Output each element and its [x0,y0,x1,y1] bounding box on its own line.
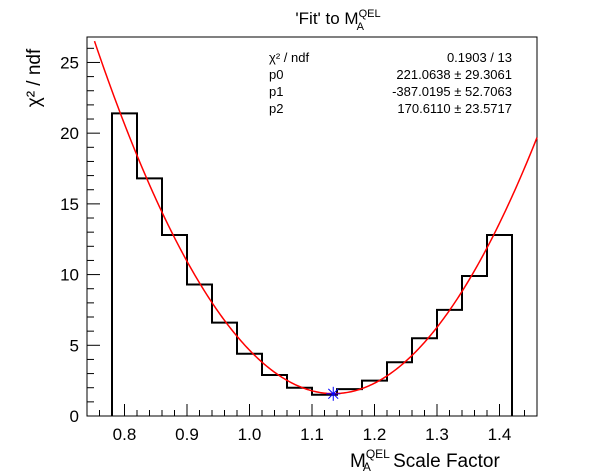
fit-curve-group [93,40,538,395]
histogram-bin [387,362,412,416]
histogram-bin [287,388,312,416]
histogram-bin [412,338,437,416]
x-tick-label: 1.3 [425,425,449,444]
histogram-bin [187,284,212,416]
y-axis-tick-labels: 0 5 10 15 20 25 [60,53,79,426]
x-axis-title-main: M [350,451,366,472]
histogram [111,112,513,416]
x-axis-tick-labels: 0.8 0.9 1.0 1.1 1.2 1.3 1.4 [113,425,512,444]
histogram-bin [487,235,512,416]
x-tick-label: 1.4 [488,425,512,444]
stats-p0-label: p0 [269,67,283,82]
x-axis-ticks [86,404,538,416]
stats-p1-label: p1 [269,84,283,99]
x-axis-title-sub: A [363,460,371,472]
fit-curve [93,40,538,395]
y-tick-label: 5 [70,336,79,355]
histogram-bin [212,323,237,416]
x-axis-title-rest: Scale Factor [388,451,501,472]
x-tick-label: 1.1 [300,425,324,444]
x-axis-title-sup: QEL [366,447,390,461]
stats-p1-value: -387.0195 ± 52.7063 [392,84,512,99]
histogram-bin [362,381,387,416]
x-tick-label: 0.8 [113,425,137,444]
y-tick-label: 15 [60,195,79,214]
histogram-bin [462,276,487,416]
chart-title-main: 'Fit' to M [295,9,358,28]
minimum-marker-group [326,386,341,401]
stats-p0-value: 221.0638 ± 29.3061 [396,67,512,82]
chart-title-sup: QEL [359,8,381,20]
histogram-bin [237,354,262,416]
y-tick-label: 20 [60,124,79,143]
stats-chi2-value: 0.1903 / 13 [447,50,512,65]
stats-chi2-label: χ² / ndf [269,50,309,65]
histogram-bin [137,178,162,416]
x-tick-label: 1.2 [363,425,387,444]
y-tick-label: 0 [70,407,79,426]
histogram-bin [437,310,462,416]
chart-title-sub: A [357,21,365,33]
y-axis-title: χ² / ndf [24,48,45,107]
x-tick-label: 0.9 [175,425,199,444]
x-tick-label: 1.0 [238,425,262,444]
stats-p2-label: p2 [269,101,283,116]
y-tick-label: 25 [60,53,79,72]
x-axis-title: MQEL A Scale Factor [350,447,500,472]
minimum-marker [326,386,341,401]
chart-title: 'Fit' to MQEL A [295,8,380,33]
histogram-bin [162,235,187,416]
histogram-bin [112,113,137,416]
y-axis-ticks [87,47,100,417]
stats-box: χ² / ndf 0.1903 / 13 p0 221.0638 ± 29.30… [269,50,512,116]
histogram-bin [262,375,287,416]
y-tick-label: 10 [60,266,79,285]
stats-p2-value: 170.6110 ± 23.5717 [397,101,512,116]
